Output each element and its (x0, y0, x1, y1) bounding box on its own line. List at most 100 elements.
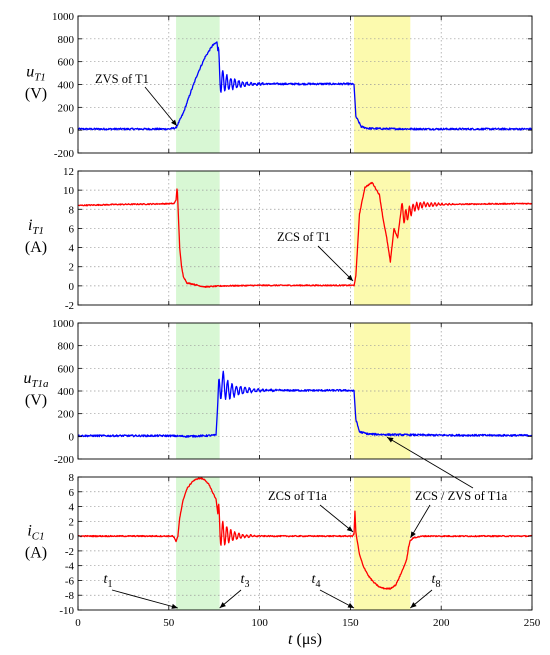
y-axis-label-4: iC1 (27, 523, 44, 543)
x-axis-unit: (μs) (296, 631, 321, 648)
time-marker-arrow (111, 589, 178, 609)
y-axis-symbol: u (23, 370, 31, 387)
y-tick-label: -10 (59, 605, 74, 617)
y-tick-label: 8 (69, 472, 75, 484)
y-tick-label: 0 (69, 431, 75, 443)
y-tick-label: 0 (69, 125, 75, 137)
tick-labels: -20002004006008001000-2024681012-2000200… (52, 11, 541, 629)
time-marker-symbol: t (312, 572, 317, 587)
y-tick-label: 8 (69, 204, 75, 216)
x-tick-label: 0 (75, 617, 81, 629)
y-tick-label: 10 (63, 185, 75, 197)
highlight-bands (176, 16, 411, 610)
annotation-arrow-head (387, 437, 394, 443)
shade-band-2 (354, 477, 411, 610)
y-tick-label: 1000 (52, 318, 75, 330)
y-tick-label: 200 (58, 409, 75, 421)
y-tick-label: 600 (58, 363, 75, 375)
time-marker-subscript: 4 (315, 579, 320, 590)
x-axis-label: t (μs) (288, 631, 322, 648)
y-tick-label: 6 (69, 487, 75, 499)
annotation-arrow-head (346, 526, 354, 532)
annotation-arrow (386, 436, 474, 489)
y-axis-unit-2: (A) (25, 239, 47, 256)
y-tick-label: -6 (65, 575, 75, 587)
time-marker-subscript: 1 (107, 579, 112, 590)
annotation-zvs-t1: ZVS of T1 (95, 72, 149, 86)
x-tick-label: 50 (163, 617, 175, 629)
y-tick-label: -8 (65, 590, 75, 602)
y-tick-label: -4 (65, 561, 75, 573)
y-axis-label-1: uT1 (26, 64, 46, 84)
shade-band-1 (176, 171, 220, 305)
y-tick-label: 6 (69, 223, 75, 235)
time-marker-t8: t8 (432, 572, 441, 590)
y-tick-label: 0 (69, 281, 75, 293)
y-tick-label: -200 (54, 454, 75, 466)
time-marker-arrow-head (171, 603, 178, 609)
annotation-zcs-t1: ZCS of T1 (277, 230, 330, 244)
annotation-arrow-head (346, 274, 354, 281)
series-line-1 (77, 41, 533, 131)
shade-band-1 (176, 477, 220, 610)
y-tick-label: 400 (58, 386, 75, 398)
x-tick-label: 200 (433, 617, 450, 629)
annotation-zcs-t1a: ZCS of T1a (268, 489, 327, 503)
y-axis-unit-3: (V) (25, 392, 47, 409)
annotation-arrow (144, 86, 178, 127)
y-axis-unit-1: (V) (25, 86, 47, 103)
series-line-3 (77, 370, 533, 438)
y-tick-label: -200 (54, 148, 75, 160)
time-marker-arrow-head (410, 602, 417, 608)
y-axis-subscript: T1 (34, 72, 46, 84)
y-tick-label: 1000 (52, 11, 75, 23)
series-line-4 (77, 477, 533, 590)
annotation-arrow-head (171, 119, 177, 126)
y-axis-symbol: u (26, 64, 34, 81)
time-marker-arrow-head (219, 602, 226, 608)
y-tick-label: -2 (65, 546, 74, 558)
y-tick-label: 2 (69, 262, 75, 274)
y-axis-subscript: C1 (32, 531, 45, 543)
y-tick-label: 800 (58, 341, 75, 353)
y-tick-label: 400 (58, 80, 75, 92)
y-axis-subscript: T1a (31, 378, 49, 390)
panel-frames (77, 15, 533, 611)
y-axis-label-2: iT1 (28, 217, 44, 237)
time-marker-t4: t4 (312, 572, 321, 590)
y-tick-label: 0 (69, 531, 75, 543)
y-axis-unit-4: (A) (25, 545, 47, 562)
annotations: ZVS of T1 ZCS of T1 ZCS / ZVS of T1a ZCS of… (95, 72, 508, 609)
shade-band-2 (354, 171, 411, 305)
series-line-2 (77, 181, 533, 288)
grid-lines (78, 16, 532, 610)
time-marker-subscript: 3 (244, 579, 249, 590)
x-axis-symbol: t (288, 631, 293, 648)
x-tick-label: 100 (251, 617, 268, 629)
time-marker-t1: t1 (104, 572, 113, 590)
axis-labels: uT1(V)iT1(A)uT1a(V)iC1(A)t (μs) (23, 64, 322, 649)
y-axis-label-3: uT1a (23, 370, 49, 390)
time-marker-t3: t3 (241, 572, 250, 590)
x-tick-label: 150 (342, 617, 359, 629)
panel-frame-4 (77, 476, 533, 611)
y-tick-label: 2 (69, 516, 75, 528)
y-tick-label: 600 (58, 57, 75, 69)
y-tick-label: 4 (69, 243, 75, 255)
time-marker-subscript: 8 (435, 579, 440, 590)
y-axis-symbol: i (28, 217, 32, 234)
annotation-zcs-zvs-t1a-upper: ZCS / ZVS of T1a (415, 489, 508, 503)
waveform-traces (77, 41, 533, 590)
y-tick-label: 200 (58, 102, 75, 114)
y-tick-label: 12 (63, 166, 74, 178)
time-marker-arrow (319, 589, 355, 609)
panel-frame-2 (77, 170, 533, 306)
annotation-arrow (319, 504, 354, 533)
y-axis-subscript: T1 (32, 225, 44, 237)
y-axis-symbol: i (27, 523, 31, 540)
y-tick-label: 4 (69, 502, 75, 514)
y-tick-label: 800 (58, 34, 75, 46)
time-marker-symbol: t (432, 572, 437, 587)
time-marker-symbol: t (104, 572, 109, 587)
